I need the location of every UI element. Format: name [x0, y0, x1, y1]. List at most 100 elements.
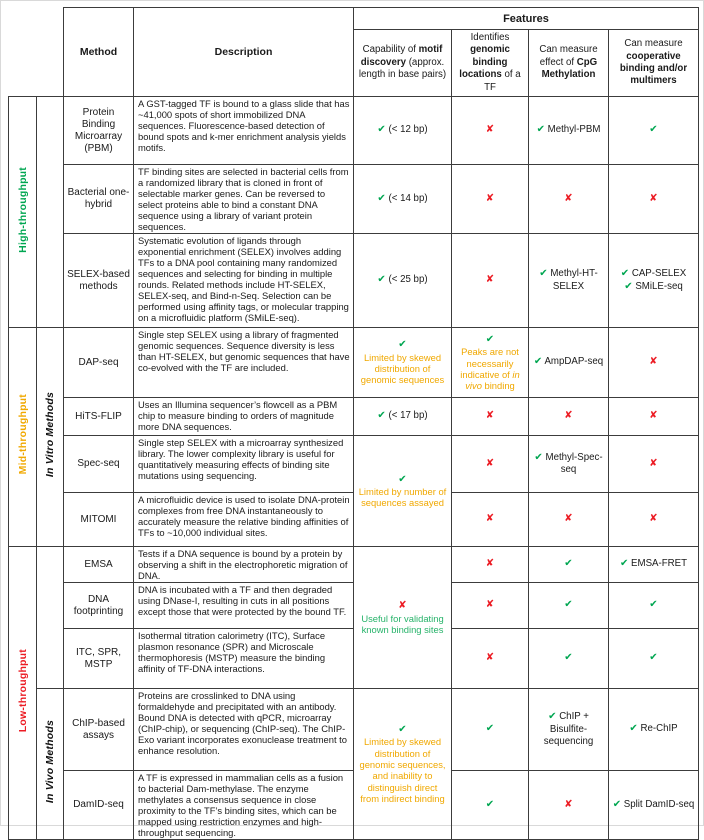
- method-cell: HiTS-FLIP: [63, 397, 134, 437]
- caveat-part: Peaks are not necessarily indicative of: [460, 346, 519, 380]
- feature-genomic-cell: ✘: [451, 435, 529, 494]
- cross-icon: ✘: [485, 599, 495, 611]
- caveat-text: Limited by number of sequences assayed: [358, 486, 447, 509]
- check-icon: ✔: [619, 558, 629, 570]
- invitro-methods-label: In Vitro Methods: [44, 392, 56, 478]
- description-cell: Isothermal titration calorimetry (ITC), …: [133, 628, 354, 690]
- description-cell: Single step SELEX with a microarray synt…: [133, 435, 354, 494]
- check-icon: ✔: [649, 652, 658, 664]
- feature-label: (< 14 bp): [388, 192, 428, 204]
- check-icon: ✔: [398, 473, 407, 485]
- feature-motif-cell: ✔ (< 25 bp): [353, 233, 452, 329]
- header-row-feature-columns: Capability of motif discovery (approx. l…: [9, 28, 699, 98]
- method-cell: DNA footprinting: [63, 582, 134, 630]
- cross-icon: ✘: [485, 192, 495, 204]
- column-header-method: Method: [63, 6, 134, 98]
- feature-coop-cell: ✔ EMSA-FRET: [608, 546, 699, 584]
- feature-genomic-cell: ✔: [451, 770, 529, 840]
- cross-icon: ✘: [649, 513, 658, 525]
- throughput-group-high: High-throughput: [8, 96, 37, 329]
- feature-cpg-cell: ✔: [528, 628, 609, 690]
- feature-cpg-cell: ✘: [528, 770, 609, 840]
- feature-coop-cell: ✘: [608, 327, 699, 399]
- invivo-methods-label: In Vivo Methods: [44, 719, 56, 804]
- high-throughput-label: High-throughput: [16, 166, 29, 253]
- feature-cpg-cell: ✘: [528, 492, 609, 548]
- methods-comparison-table: Method Description Features Capability o…: [8, 6, 699, 840]
- cross-icon: ✘: [649, 410, 658, 422]
- method-cell: MITOMI: [63, 492, 134, 548]
- feature-entry: ✔: [357, 474, 448, 487]
- feature-motif-cell: ✔ (< 12 bp): [353, 96, 452, 166]
- feature-label: (< 12 bp): [388, 124, 428, 136]
- cross-icon: ✘: [485, 558, 495, 570]
- header-text-bold: genomic binding locations: [459, 44, 510, 81]
- column-header-cpg-methylation: Can measure effect of CpG Methylation: [528, 28, 609, 98]
- cross-icon: ✘: [485, 513, 495, 525]
- check-icon: ✔: [649, 124, 658, 136]
- table-row: SELEX-based methods Systematic evolution…: [9, 233, 699, 329]
- feature-genomic-cell: ✔ Peaks are not necessarily indicative o…: [451, 327, 529, 399]
- feature-genomic-cell: ✘: [451, 164, 529, 235]
- description-cell: DNA is incubated with a TF and then degr…: [133, 582, 354, 630]
- check-icon: ✔: [485, 798, 495, 810]
- method-type-spacer-top: [36, 96, 64, 329]
- feature-label: Methyl-HT-SELEX: [550, 268, 598, 292]
- feature-coop-cell: ✘: [608, 435, 699, 494]
- column-header-motif-discovery: Capability of motif discovery (approx. l…: [353, 28, 452, 98]
- table-row: In Vivo Methods ChIP-based assays Protei…: [9, 688, 699, 840]
- table-row: Mid-throughput In Vitro Methods DAP-seq …: [8, 327, 699, 548]
- header-text: Can measure: [624, 38, 683, 50]
- header-spacer: [9, 8, 64, 97]
- feature-entry: ✔ SMiLE-seq: [612, 281, 695, 294]
- header-text: of a TF: [484, 69, 521, 93]
- feature-genomic-cell: ✘: [451, 397, 529, 437]
- feature-label: AmpDAP-seq: [544, 356, 604, 368]
- description-cell: Tests if a DNA sequence is bound by a pr…: [133, 546, 354, 584]
- method-cell: ChIP-based assays: [63, 688, 134, 772]
- caveat-part-italic: in vivo: [465, 368, 520, 392]
- feature-motif-cell: ✔ (< 14 bp): [353, 164, 452, 235]
- feature-label: Methyl-Spec-seq: [545, 451, 603, 476]
- mid-throughput-label: Mid-throughput: [16, 394, 29, 475]
- feature-genomic-cell: ✔: [451, 688, 529, 772]
- feature-coop-cell: ✔: [608, 96, 699, 166]
- feature-cpg-cell: ✔ AmpDAP-seq: [528, 327, 609, 399]
- check-icon: ✔: [377, 192, 386, 204]
- description-cell: A TF is expressed in mammalian cells as …: [133, 770, 354, 840]
- caveat-text: Peaks are not necessarily indicative of …: [455, 346, 525, 391]
- method-cell: DamID-seq: [63, 770, 134, 840]
- feature-genomic-cell: ✘: [451, 546, 529, 584]
- cross-icon: ✘: [564, 192, 573, 204]
- feature-coop-cell: ✔: [608, 628, 699, 690]
- check-icon: ✔: [398, 339, 407, 351]
- feature-label: (< 17 bp): [388, 410, 428, 422]
- check-icon: ✔: [629, 723, 638, 735]
- features-header: Features: [353, 7, 699, 30]
- feature-label: SMiLE-seq: [635, 281, 683, 293]
- method-cell: Protein Binding Microarray (PBM): [63, 96, 134, 166]
- feature-label: Methyl-PBM: [547, 124, 601, 136]
- table-row: Spec-seq Single step SELEX with a microa…: [9, 435, 699, 548]
- caveat-part: binding: [484, 380, 515, 392]
- check-icon: ✔: [564, 599, 573, 611]
- feature-cpg-cell: ✔ ChIP + Bisulfite-sequencing: [528, 688, 609, 772]
- feature-coop-cell: ✘: [608, 397, 699, 437]
- check-icon: ✔: [533, 356, 543, 368]
- method-type-spacer-bottom: [36, 546, 64, 690]
- feature-genomic-cell: ✘: [451, 233, 529, 329]
- feature-coop-cell: ✘: [608, 492, 699, 548]
- check-icon: ✔: [534, 451, 543, 463]
- description-cell: A microfluidic device is used to isolate…: [133, 492, 354, 548]
- cross-icon: ✘: [564, 410, 573, 422]
- method-cell: EMSA: [63, 546, 134, 584]
- feature-genomic-cell: ✘: [451, 96, 529, 166]
- cross-icon: ✘: [649, 192, 658, 204]
- check-icon: ✔: [536, 124, 545, 136]
- column-header-cooperative-binding: Can measure cooperative binding and/or m…: [608, 28, 699, 98]
- header-text-bold: CpG Methylation: [541, 56, 598, 81]
- method-type-group-invitro: In Vitro Methods: [36, 327, 64, 548]
- feature-label: EMSA-FRET: [631, 558, 688, 570]
- cross-icon: ✘: [485, 652, 495, 664]
- header-text: (approx. length in base pairs): [358, 56, 447, 81]
